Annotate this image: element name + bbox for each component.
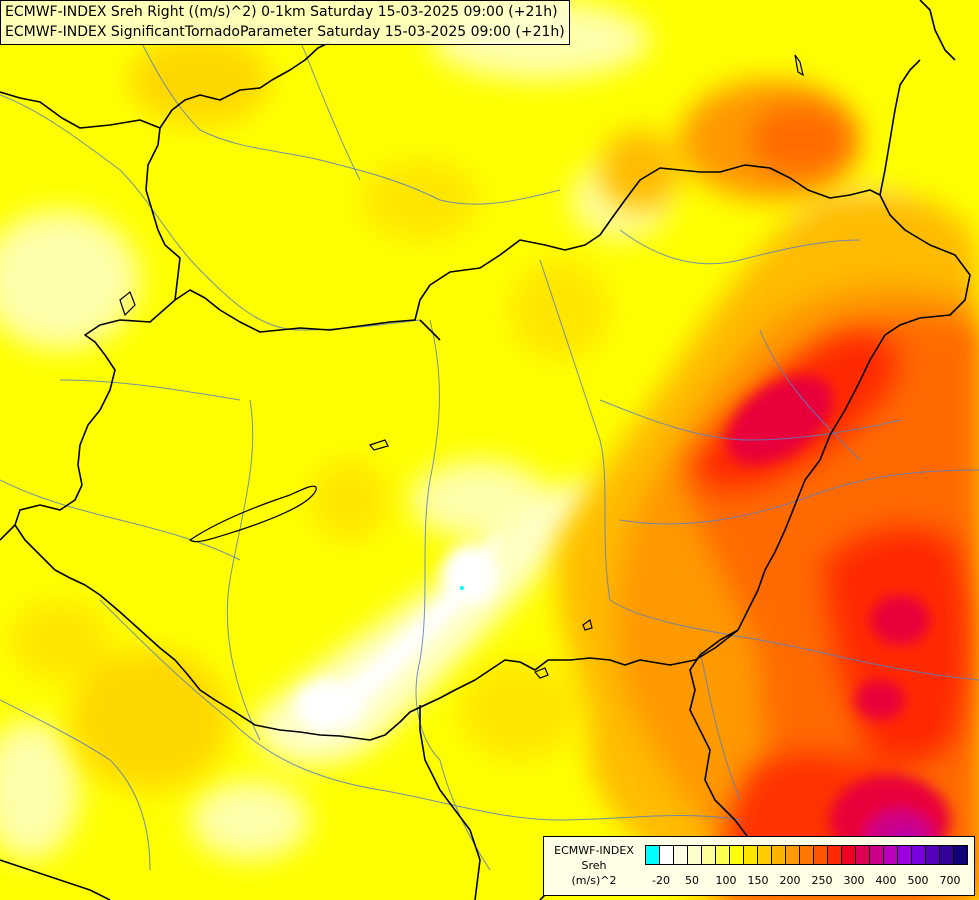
- legend-tick-label: 150: [747, 874, 769, 887]
- legend-swatch: [813, 845, 828, 865]
- legend-swatch: [771, 845, 786, 865]
- legend-swatch: [897, 845, 912, 865]
- field-magenta-areas: [726, 375, 950, 870]
- legend-tick-label: 700: [939, 874, 961, 887]
- title-line-2: ECMWF-INDEX SignificantTornadoParameter …: [5, 24, 565, 40]
- legend-title-line-3: (m/s)^2: [571, 874, 617, 887]
- legend-swatch: [869, 845, 884, 865]
- field-cyan-spot: [460, 586, 464, 590]
- legend-tick-label: 50: [685, 874, 699, 887]
- legend-swatch: [757, 845, 772, 865]
- legend-swatch: [659, 845, 674, 865]
- legend-swatch: [645, 845, 660, 865]
- legend-title: ECMWF-INDEX Sreh (m/s)^2: [546, 843, 642, 888]
- legend-swatch: [925, 845, 940, 865]
- field-white-areas: [295, 530, 500, 735]
- legend-tick-label: 300: [843, 874, 865, 887]
- river-lines: [0, 19, 979, 871]
- legend-tick-label: 500: [907, 874, 929, 887]
- legend-swatch: [785, 845, 800, 865]
- legend-swatch: [701, 845, 716, 865]
- legend-tick-label: 200: [779, 874, 801, 887]
- legend-swatch: [841, 845, 856, 865]
- legend-tick-label: 250: [811, 874, 833, 887]
- legend-swatch: [883, 845, 898, 865]
- legend-swatch: [687, 845, 702, 865]
- legend-tick-label: 400: [875, 874, 897, 887]
- title-line-1: ECMWF-INDEX Sreh Right ((m/s)^2) 0-1km S…: [5, 4, 558, 20]
- legend-swatch: [939, 845, 954, 865]
- legend-swatch: [799, 845, 814, 865]
- legend-swatch: [715, 845, 730, 865]
- legend-title-line-2: Sreh: [581, 859, 607, 872]
- lake-outlines: [119, 54, 804, 679]
- legend-swatch: [827, 845, 842, 865]
- legend-tick-label: 100: [715, 874, 737, 887]
- color-legend: ECMWF-INDEX Sreh (m/s)^2 -20 50 100 150 200 2…: [543, 836, 975, 896]
- legend-swatch: [673, 845, 688, 865]
- legend-swatch: [729, 845, 744, 865]
- legend-tick-label: -20: [652, 874, 670, 887]
- legend-title-line-1: ECMWF-INDEX: [554, 844, 634, 857]
- legend-swatch: [911, 845, 926, 865]
- legend-swatch: [743, 845, 758, 865]
- legend-swatch: [953, 845, 968, 865]
- map-title-box: ECMWF-INDEX Sreh Right ((m/s)^2) 0-1km S…: [0, 0, 570, 45]
- legend-swatch: [855, 845, 870, 865]
